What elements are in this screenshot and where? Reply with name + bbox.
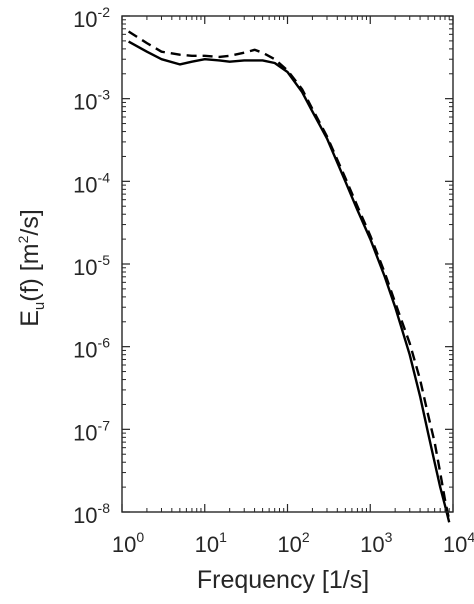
y-axis-title-prefix: E (16, 310, 44, 327)
y-axis-title-superscript: 2 (15, 235, 31, 243)
y-tick-label-base: 10 (73, 90, 97, 115)
y-axis-title-middle: (f) [m (16, 243, 44, 301)
y-tick-label-base: 10 (73, 503, 97, 528)
series-line-1 (128, 40, 451, 523)
x-axis-title: Frequency [1/s] (197, 566, 369, 594)
y-tick-label-exponent: -2 (98, 4, 111, 20)
x-tick-label-base: 10 (360, 532, 384, 557)
x-tick-label: 103 (360, 529, 392, 557)
y-axis-title-suffix: /s] (16, 209, 44, 235)
y-tick-label-base: 10 (73, 172, 97, 197)
y-tick-label-exponent: -5 (98, 252, 111, 268)
x-tick-label: 104 (443, 529, 474, 557)
y-tick-label: 10-5 (73, 252, 110, 280)
y-tick-label-exponent: -8 (98, 500, 111, 516)
x-tick-label-exponent: 0 (136, 529, 144, 545)
x-tick-label-base: 10 (195, 532, 219, 557)
plot-background (122, 16, 453, 512)
x-tick-label-exponent: 2 (302, 529, 310, 545)
plot-area (122, 16, 453, 512)
y-tick-label-exponent: -4 (98, 169, 111, 185)
y-tick-label-base: 10 (73, 338, 97, 363)
y-tick-label: 10-4 (73, 169, 110, 197)
x-tick-label-exponent: 1 (219, 529, 227, 545)
y-tick-label-exponent: -3 (98, 87, 111, 103)
x-tick-label: 100 (112, 529, 144, 557)
x-tick-label-exponent: 4 (467, 529, 474, 545)
series-layer (127, 30, 451, 523)
y-tick-label: 10-7 (73, 417, 110, 445)
y-tick-label-base: 10 (73, 255, 97, 280)
x-tick-label-exponent: 3 (385, 529, 393, 545)
y-tick-label: 10-2 (73, 4, 110, 32)
tick-label-layer: 100 101 102 103 10410-810-710-610-510-410-31… (73, 4, 474, 557)
axes-layer (121, 15, 454, 513)
y-tick-label: 10-3 (73, 87, 110, 115)
y-axis-title-subscript: u (31, 302, 48, 310)
y-tick-label: 10-8 (73, 500, 110, 528)
y-tick-label-base: 10 (73, 7, 97, 32)
y-axis-title: Eu(f) [m2/s] (15, 209, 48, 327)
x-tick-label-base: 10 (277, 532, 301, 557)
x-tick-label-base: 10 (443, 532, 467, 557)
x-tick-label: 101 (195, 529, 227, 557)
y-tick-label: 10-6 (73, 335, 110, 363)
x-tick-label: 102 (277, 529, 309, 557)
y-tick-label-exponent: -6 (98, 335, 111, 351)
y-tick-label-base: 10 (73, 420, 97, 445)
x-tick-label-base: 10 (112, 532, 136, 557)
y-tick-label-exponent: -7 (98, 417, 111, 433)
